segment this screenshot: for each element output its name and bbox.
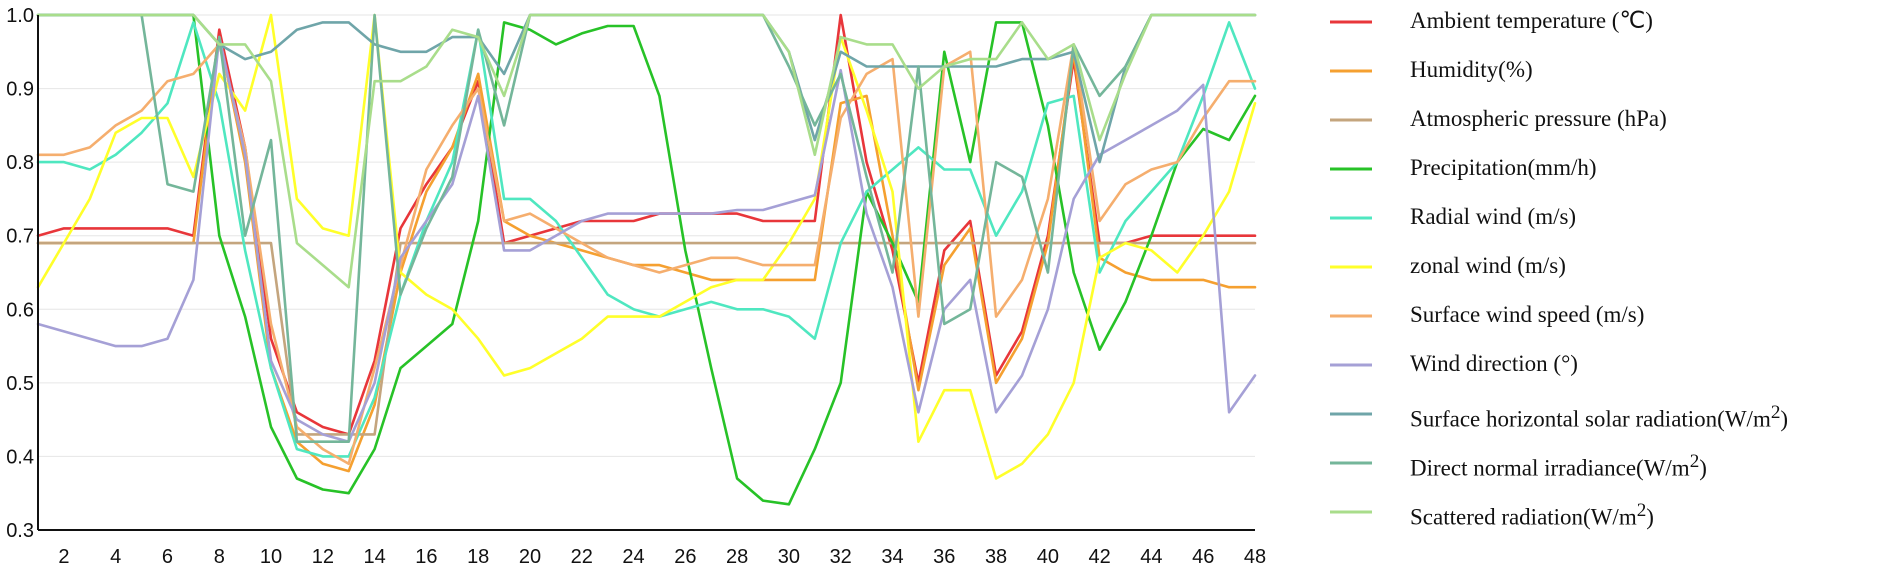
x-tick-label: 32 bbox=[830, 546, 852, 568]
x-tick-label: 4 bbox=[110, 546, 121, 568]
series-line-5 bbox=[36, 21, 1257, 458]
legend-label-box: Direct normal irradiance(W/m2) bbox=[1410, 451, 1707, 481]
y-tick-label: 0.9 bbox=[6, 79, 34, 101]
legend-item: zonal wind (m/s) bbox=[1330, 253, 1566, 278]
legend-label: Atmospheric pressure (hPa) bbox=[1410, 106, 1667, 131]
legend-item: Direct normal irradiance(W/m2) bbox=[1330, 451, 1707, 481]
legend-item: Atmospheric pressure (hPa) bbox=[1330, 106, 1667, 131]
legend-item: Scattered radiation(W/m2) bbox=[1330, 500, 1654, 530]
x-tick-label: 28 bbox=[726, 546, 748, 568]
y-tick-label: 0.8 bbox=[6, 152, 34, 174]
legend-item: Humidity(%) bbox=[1330, 57, 1533, 82]
legend-label: Precipitation(mm/h) bbox=[1410, 155, 1597, 180]
x-tick-label: 36 bbox=[933, 546, 955, 568]
legend-label: Direct normal irradiance(W/m2) bbox=[1410, 451, 1707, 481]
series-line-10 bbox=[36, 13, 1257, 444]
legend-label: Wind direction (°) bbox=[1410, 351, 1578, 376]
series-line-11 bbox=[36, 13, 1257, 289]
legend-label-box: Radial wind (m/s) bbox=[1410, 204, 1577, 229]
series-line-4 bbox=[36, 13, 1257, 506]
legend-item: Surface horizontal solar radiation(W/m2) bbox=[1330, 402, 1789, 432]
x-tick-label: 14 bbox=[363, 546, 385, 568]
x-tick-label: 2 bbox=[58, 546, 69, 568]
y-tick-label: 0.5 bbox=[6, 373, 34, 395]
series-line-8 bbox=[36, 35, 1257, 444]
legend-label-box: Atmospheric pressure (hPa) bbox=[1410, 106, 1667, 131]
y-axis-ticks: 0.3 0.4 0.5 0.6 0.7 0.8 0.9 1.0 bbox=[6, 5, 34, 542]
legend-label-box: Precipitation(mm/h) bbox=[1410, 155, 1597, 180]
x-tick-label: 40 bbox=[1037, 546, 1059, 568]
x-axis-ticks: 2 4 6 8 10 12 14 16 18 20 22 24 26 28 30 32 34 36 38 40 42 44… bbox=[58, 546, 1266, 568]
legend-label: Surface wind speed (m/s) bbox=[1410, 302, 1645, 327]
x-tick-label: 24 bbox=[622, 546, 644, 568]
x-tick-label: 44 bbox=[1140, 546, 1162, 568]
y-tick-label: 0.6 bbox=[6, 299, 34, 321]
series-lines bbox=[36, 13, 1257, 506]
series-line-6 bbox=[36, 13, 1257, 480]
legend-item: Ambient temperature (℃) bbox=[1330, 8, 1653, 33]
legend-label-box: Surface horizontal solar radiation(W/m2) bbox=[1410, 402, 1789, 432]
legend-label-box: Humidity(%) bbox=[1410, 57, 1533, 82]
series-line-2 bbox=[36, 35, 1257, 473]
legend-label-box: Wind direction (°) bbox=[1410, 351, 1578, 376]
x-tick-label: 22 bbox=[571, 546, 593, 568]
axes bbox=[37, 15, 1255, 531]
legend-label-box: zonal wind (m/s) bbox=[1410, 253, 1566, 278]
legend-label: Radial wind (m/s) bbox=[1410, 204, 1577, 229]
legend-item: Wind direction (°) bbox=[1330, 351, 1578, 376]
gridlines bbox=[38, 14, 1255, 457]
x-tick-label: 42 bbox=[1089, 546, 1111, 568]
legend-label: Surface horizontal solar radiation(W/m2) bbox=[1410, 402, 1789, 432]
x-tick-label: 18 bbox=[467, 546, 489, 568]
x-tick-label: 38 bbox=[985, 546, 1007, 568]
x-tick-label: 6 bbox=[162, 546, 173, 568]
x-tick-label: 8 bbox=[214, 546, 225, 568]
legend: Ambient temperature (℃) Humidity(%) Atmosp… bbox=[1330, 8, 1789, 530]
legend-label-box: Scattered radiation(W/m2) bbox=[1410, 500, 1654, 530]
x-tick-label: 30 bbox=[778, 546, 800, 568]
x-tick-label: 20 bbox=[519, 546, 541, 568]
x-tick-label: 34 bbox=[881, 546, 903, 568]
x-tick-label: 12 bbox=[312, 546, 334, 568]
legend-label: zonal wind (m/s) bbox=[1410, 253, 1566, 278]
legend-label-box: Surface wind speed (m/s) bbox=[1410, 302, 1645, 327]
legend-item: Radial wind (m/s) bbox=[1330, 204, 1577, 229]
x-tick-label: 10 bbox=[260, 546, 282, 568]
y-tick-label: 1.0 bbox=[6, 5, 34, 27]
legend-label: Humidity(%) bbox=[1410, 57, 1533, 82]
y-tick-label: 0.7 bbox=[6, 226, 34, 248]
x-tick-label: 48 bbox=[1244, 546, 1266, 568]
y-tick-label: 0.3 bbox=[6, 520, 34, 542]
legend-item: Precipitation(mm/h) bbox=[1330, 155, 1597, 180]
legend-label: Ambient temperature (℃) bbox=[1410, 8, 1653, 33]
x-tick-label: 46 bbox=[1192, 546, 1214, 568]
y-tick-label: 0.4 bbox=[6, 446, 34, 468]
legend-label-box: Ambient temperature (℃) bbox=[1410, 8, 1653, 33]
x-tick-label: 26 bbox=[674, 546, 696, 568]
legend-label: Scattered radiation(W/m2) bbox=[1410, 500, 1654, 530]
legend-item: Surface wind speed (m/s) bbox=[1330, 302, 1645, 327]
x-tick-label: 16 bbox=[415, 546, 437, 568]
